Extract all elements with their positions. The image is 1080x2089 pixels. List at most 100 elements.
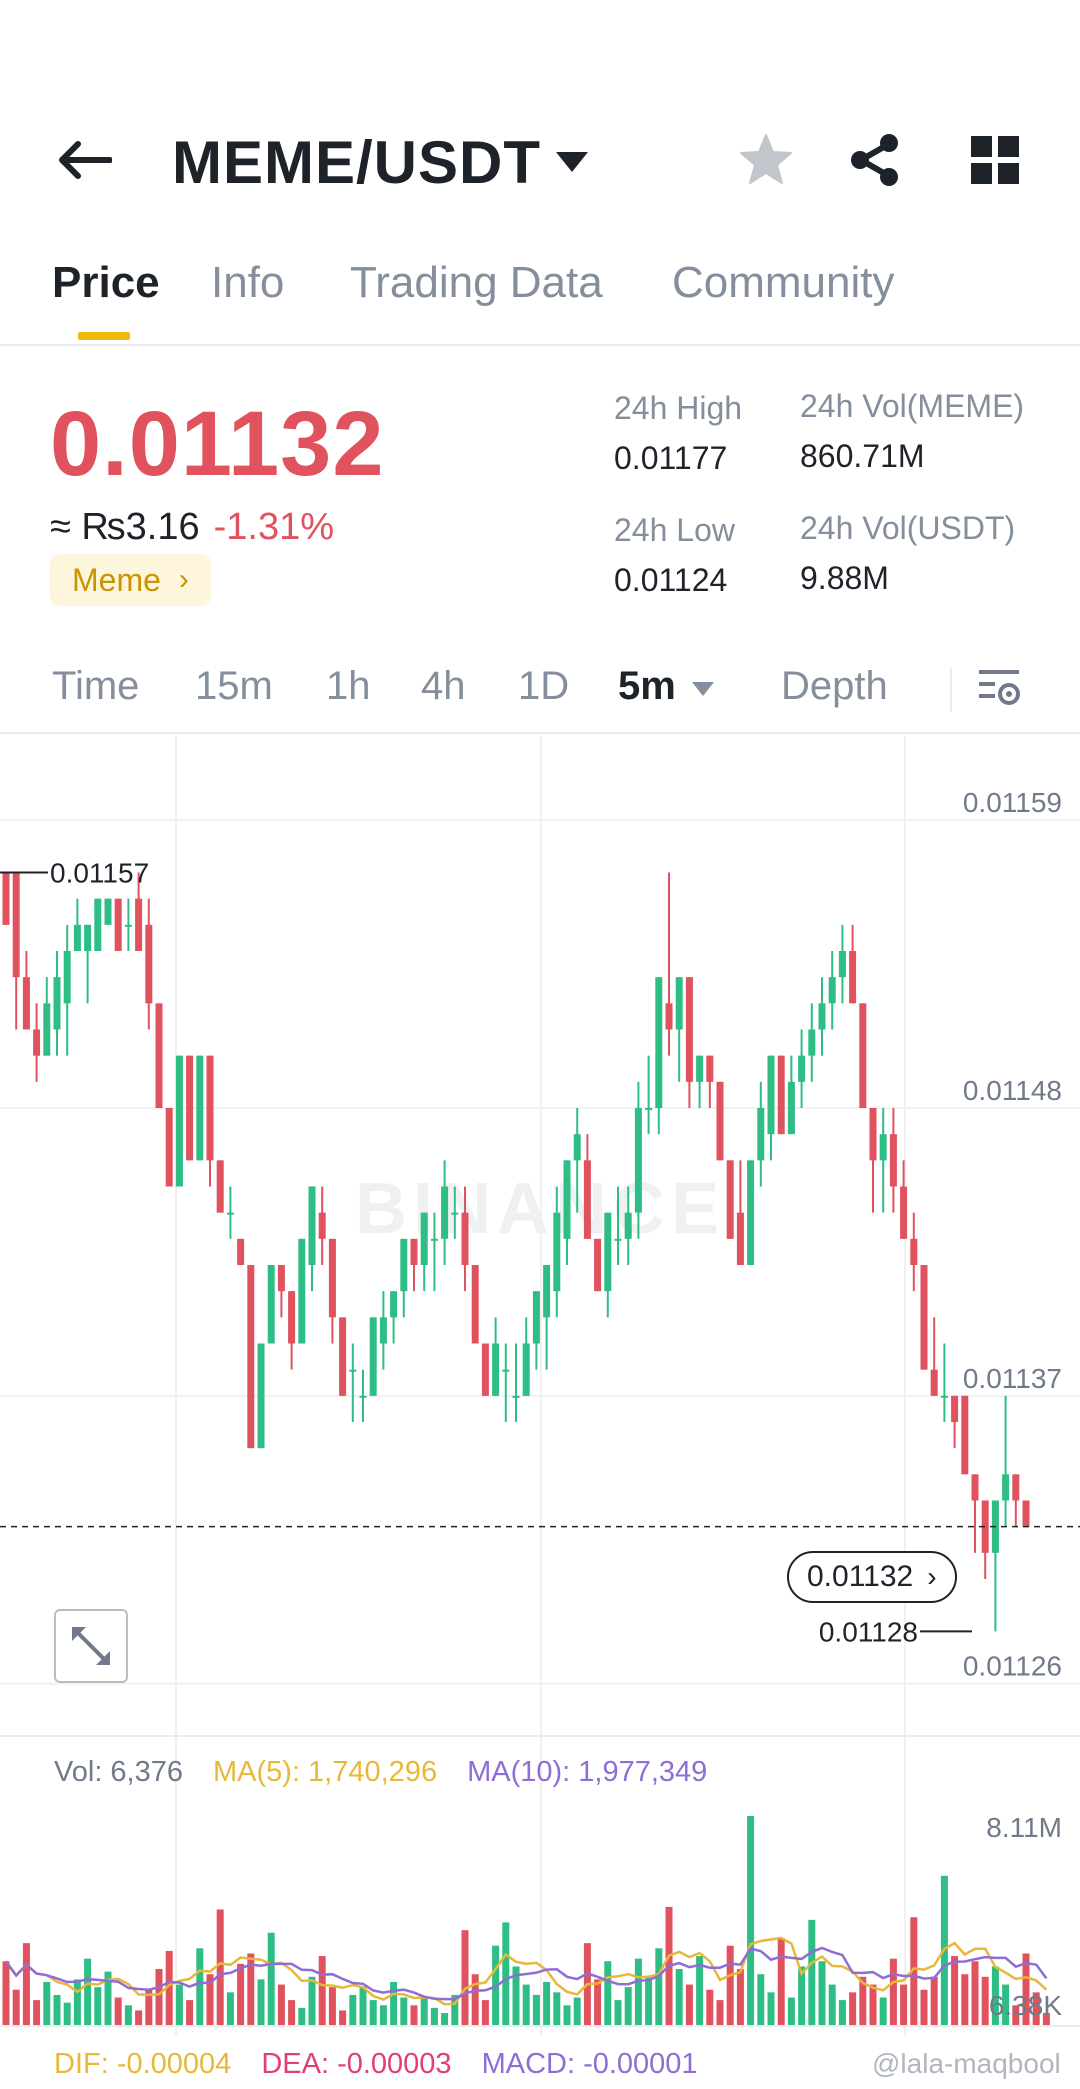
dif-value: DIF: -0.00004 — [54, 2048, 232, 2080]
candle — [757, 1108, 765, 1161]
interval-5m[interactable]: 5m — [618, 664, 676, 708]
volume-bar — [563, 2005, 571, 2026]
candle — [583, 1160, 591, 1239]
candle — [1012, 1474, 1020, 1501]
tab-info[interactable]: Info — [211, 258, 285, 307]
volume-bar — [339, 2010, 347, 2026]
interval-caret-icon[interactable] — [690, 680, 716, 698]
candle — [522, 1343, 530, 1396]
volume-bar — [2, 1961, 10, 2026]
fullscreen-button[interactable] — [54, 1609, 128, 1683]
candle — [43, 1003, 51, 1056]
volume-bar — [849, 1992, 857, 2026]
volume-bar — [12, 1989, 20, 2026]
candle — [563, 1160, 571, 1239]
volume-bar — [930, 1976, 938, 2026]
candle — [573, 1134, 581, 1161]
volume-bar — [614, 2000, 622, 2026]
ma5-value: MA(5): 1,740,296 — [213, 1756, 438, 1788]
candle — [849, 951, 857, 1004]
volume-bar — [594, 1979, 602, 2026]
candle — [532, 1291, 540, 1344]
interval-15m[interactable]: 15m — [195, 664, 273, 708]
candle — [379, 1317, 387, 1344]
volume-bar — [920, 1989, 928, 2026]
volume-bar — [716, 2000, 724, 2026]
share-button[interactable] — [845, 130, 905, 190]
candle — [410, 1238, 418, 1265]
pair-title[interactable]: MEME/USDT — [172, 129, 541, 196]
back-arrow-icon — [59, 141, 112, 179]
interval-1h[interactable]: 1h — [326, 664, 371, 708]
volume-bar — [828, 1984, 836, 2026]
caret-down-icon[interactable] — [552, 146, 592, 176]
price-change: -1.31% — [213, 506, 335, 548]
volume-bar — [818, 1961, 826, 2026]
candle — [288, 1291, 296, 1344]
volume-bar — [951, 1956, 959, 2026]
volume-bar — [553, 1992, 561, 2026]
candle — [838, 951, 846, 978]
volume-bar — [114, 1997, 122, 2026]
candle — [1022, 1500, 1030, 1527]
chart-settings-icon[interactable] — [975, 664, 1023, 712]
candle — [420, 1212, 428, 1265]
candle — [889, 1134, 897, 1187]
volume-bar — [767, 1992, 775, 2026]
chart-area[interactable]: BINANCE 0.01157 0.01128 0.01159 0.01148 0.0… — [0, 736, 1080, 2089]
interval-depth[interactable]: Depth — [781, 664, 888, 708]
volume-bar — [685, 1984, 693, 2026]
volume-bar — [1042, 2013, 1050, 2026]
favorite-button[interactable] — [736, 130, 796, 190]
y-axis-label: 0.01148 — [963, 1075, 1062, 1106]
candle — [451, 1212, 459, 1215]
candle — [747, 1160, 755, 1265]
volume-bar — [726, 1945, 734, 2026]
interval-time[interactable]: Time — [52, 664, 140, 708]
candle — [502, 1369, 510, 1372]
candle — [645, 1108, 653, 1110]
candle — [390, 1291, 398, 1318]
macd-value: MACD: -0.00001 — [481, 2048, 698, 2080]
candle — [63, 951, 71, 1004]
price-chart[interactable]: BINANCE 0.01157 0.01128 0.01159 0.01148 0.0… — [0, 736, 1080, 2089]
volume-bar — [451, 1994, 459, 2026]
tab-price[interactable]: Price — [52, 258, 160, 307]
volume-bar — [502, 1922, 510, 2026]
volume-bar — [379, 2005, 387, 2026]
top-bar: MEME/USDT — [0, 110, 1080, 210]
volume-bar — [288, 2000, 296, 2026]
volume-bar — [736, 1969, 744, 2026]
candle — [512, 1395, 520, 1398]
back-button[interactable] — [52, 132, 116, 188]
candle — [553, 1212, 561, 1292]
volume-bar — [359, 1987, 367, 2026]
category-tag[interactable]: Meme › — [50, 554, 211, 606]
candle — [359, 1395, 367, 1398]
menu-button[interactable] — [965, 130, 1025, 190]
volume-bar — [237, 1963, 245, 2026]
candle — [594, 1238, 602, 1292]
current-price-tag[interactable]: 0.01132 › — [787, 1551, 957, 1603]
volume-bar — [328, 1987, 336, 2026]
volume-bar — [349, 1994, 357, 2026]
candle — [298, 1238, 306, 1344]
interval-1d[interactable]: 1D — [518, 664, 570, 708]
candle — [634, 1108, 642, 1213]
tab-trading-data[interactable]: Trading Data — [350, 258, 603, 307]
candle — [73, 924, 81, 951]
interval-bar: Time 15m 1h 4h 1D 5m Depth — [0, 660, 1080, 734]
candle — [175, 1055, 183, 1187]
volume-bar — [84, 1958, 92, 2026]
candle — [726, 1160, 734, 1239]
user-watermark: @lala-maqbool — [872, 2048, 1061, 2079]
volume-bar — [73, 1979, 81, 2026]
high-label: 24h High — [614, 390, 743, 426]
volume-bar — [124, 2005, 132, 2026]
tab-community[interactable]: Community — [672, 258, 895, 307]
candle — [114, 898, 122, 951]
volume-bar — [369, 2000, 377, 2026]
ma10-value: MA(10): 1,977,349 — [467, 1756, 708, 1788]
volume-bar — [747, 1816, 755, 2026]
interval-4h[interactable]: 4h — [421, 664, 466, 708]
